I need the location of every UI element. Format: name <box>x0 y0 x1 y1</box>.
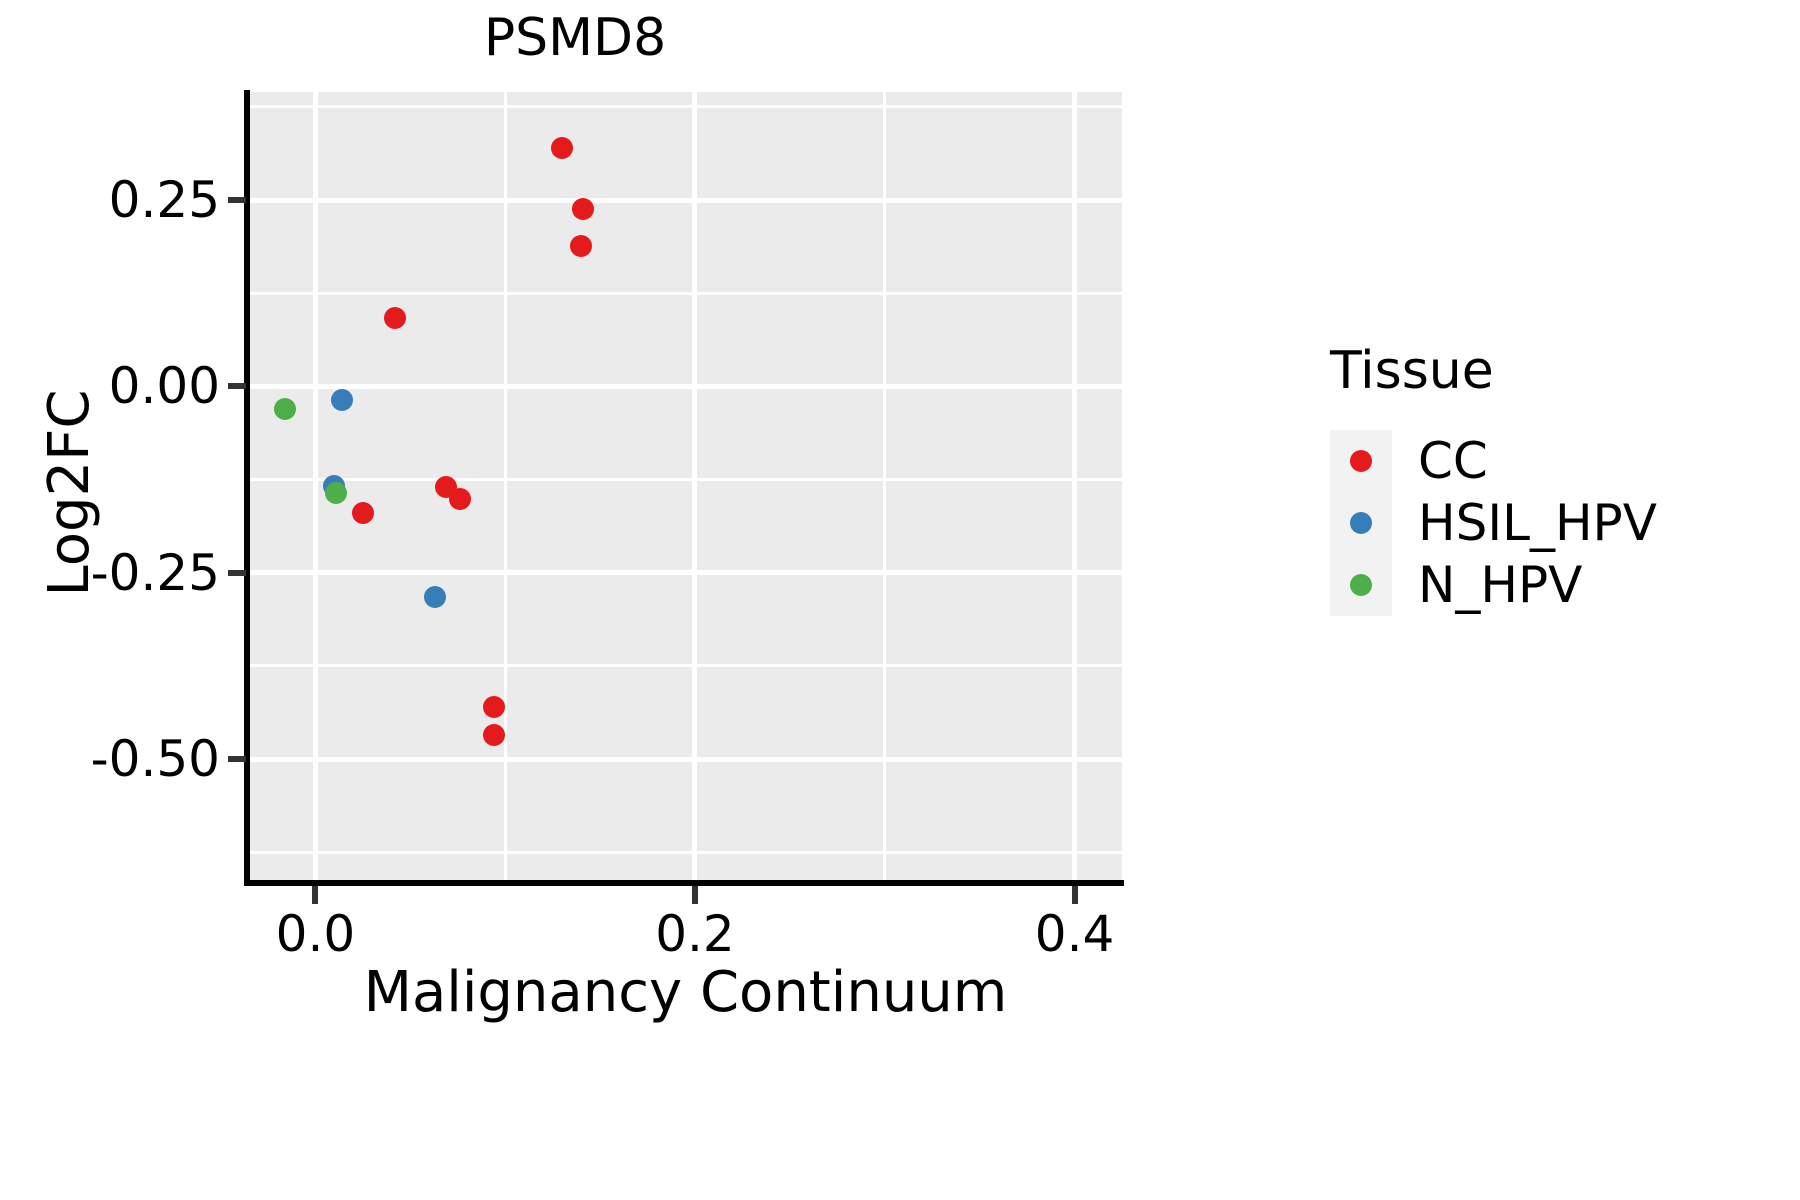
data-point <box>448 487 471 510</box>
grid-line-horizontal-major <box>249 383 1122 389</box>
grid-line-horizontal-minor <box>249 291 1122 295</box>
grid-line-horizontal-major <box>249 570 1122 576</box>
plot-panel <box>249 92 1122 882</box>
y-axis-tick <box>228 383 246 390</box>
data-point <box>572 198 595 220</box>
legend-items: CC HSIL_HPV N_HPV <box>1330 430 1770 616</box>
grid-line-vertical-major <box>1072 92 1078 882</box>
data-point <box>325 481 348 504</box>
legend-key-swatch <box>1330 554 1392 616</box>
legend-dot-icon <box>1350 450 1372 472</box>
data-point <box>551 136 574 159</box>
grid-line-horizontal-major <box>249 197 1122 203</box>
legend-key-swatch <box>1330 430 1392 492</box>
grid-line-vertical-minor <box>883 92 887 882</box>
legend-item-hsil_hpv[interactable]: HSIL_HPV <box>1330 492 1770 554</box>
legend: Tissue CC HSIL_HPV N_HPV <box>1330 340 1770 616</box>
y-axis-tick <box>228 569 246 576</box>
page-title: PSMD8 <box>483 8 667 68</box>
grid-line-vertical-minor <box>503 92 507 882</box>
x-axis-line <box>244 880 1124 886</box>
y-axis-line <box>244 90 250 886</box>
legend-title: Tissue <box>1330 341 1494 401</box>
legend-item-label: N_HPV <box>1418 556 1583 614</box>
legend-key-swatch <box>1330 492 1392 554</box>
x-axis-tick-label: 0.2 <box>655 905 735 963</box>
x-axis-tick-label: 0.4 <box>1034 905 1115 963</box>
grid-line-horizontal-minor <box>249 664 1122 668</box>
grid-line-horizontal-minor <box>249 105 1122 109</box>
data-point <box>482 695 505 718</box>
grid-line-horizontal-major <box>249 756 1122 762</box>
legend-item-label: CC <box>1418 432 1488 490</box>
legend-item-n_hpv[interactable]: N_HPV <box>1330 554 1770 616</box>
y-axis-tick-label: 0.25 <box>108 171 220 230</box>
y-axis-tick-label: 0.00 <box>108 357 220 416</box>
data-point <box>351 502 374 525</box>
y-axis-tick <box>228 197 246 204</box>
grid-line-horizontal-minor <box>249 850 1122 854</box>
data-point <box>423 586 446 609</box>
y-axis-tick-label: -0.25 <box>90 543 220 602</box>
x-axis-title: Malignancy Continuum <box>363 960 1008 1025</box>
x-axis-tick <box>1071 886 1078 904</box>
x-axis-tick-label: 0.0 <box>275 905 356 963</box>
data-point <box>482 724 505 747</box>
y-axis-title: Log2FC <box>37 389 102 597</box>
y-axis-tick <box>228 756 246 763</box>
legend-dot-icon <box>1350 512 1372 534</box>
y-axis-tick-label: -0.50 <box>90 730 220 789</box>
data-point <box>330 388 353 411</box>
x-axis-tick <box>691 886 698 904</box>
data-point <box>384 306 407 329</box>
legend-dot-icon <box>1350 574 1372 596</box>
legend-item-cc[interactable]: CC <box>1330 430 1770 492</box>
data-point <box>274 397 297 420</box>
grid-line-horizontal-minor <box>249 478 1122 482</box>
x-axis-tick <box>312 886 319 904</box>
grid-line-vertical-major <box>312 92 318 882</box>
grid-line-vertical-major <box>692 92 698 882</box>
legend-item-label: HSIL_HPV <box>1418 494 1657 552</box>
data-point <box>570 235 593 258</box>
